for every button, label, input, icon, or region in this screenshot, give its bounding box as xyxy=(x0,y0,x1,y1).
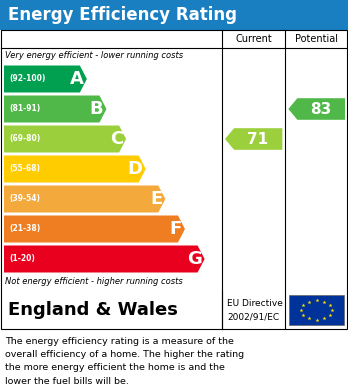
Text: 2002/91/EC: 2002/91/EC xyxy=(227,312,279,321)
Text: lower the fuel bills will be.: lower the fuel bills will be. xyxy=(5,377,129,386)
Text: (69-80): (69-80) xyxy=(9,135,40,143)
Text: (1-20): (1-20) xyxy=(9,255,35,264)
Polygon shape xyxy=(4,246,205,273)
Text: the more energy efficient the home is and the: the more energy efficient the home is an… xyxy=(5,364,225,373)
Text: England & Wales: England & Wales xyxy=(8,301,178,319)
Polygon shape xyxy=(4,66,87,93)
Bar xyxy=(0,0,348,30)
Text: Not energy efficient - higher running costs: Not energy efficient - higher running co… xyxy=(5,278,183,287)
Text: EU Directive: EU Directive xyxy=(227,299,283,308)
Text: B: B xyxy=(90,100,103,118)
Text: The energy efficiency rating is a measure of the: The energy efficiency rating is a measur… xyxy=(5,337,234,346)
Text: Energy Efficiency Rating: Energy Efficiency Rating xyxy=(8,6,237,24)
Text: (55-68): (55-68) xyxy=(9,165,40,174)
Polygon shape xyxy=(4,156,146,183)
Text: (92-100): (92-100) xyxy=(9,75,45,84)
Text: overall efficiency of a home. The higher the rating: overall efficiency of a home. The higher… xyxy=(5,350,244,359)
Text: F: F xyxy=(170,220,182,238)
Text: A: A xyxy=(70,70,84,88)
Text: Potential: Potential xyxy=(295,34,338,44)
Polygon shape xyxy=(4,95,106,122)
Bar xyxy=(1,291,347,329)
Text: Current: Current xyxy=(235,34,272,44)
Text: (81-91): (81-91) xyxy=(9,104,40,113)
Text: D: D xyxy=(128,160,143,178)
Text: Very energy efficient - lower running costs: Very energy efficient - lower running co… xyxy=(5,52,183,61)
Text: 71: 71 xyxy=(247,131,268,147)
Text: G: G xyxy=(187,250,201,268)
Text: C: C xyxy=(110,130,123,148)
Bar xyxy=(1,30,347,329)
Text: E: E xyxy=(150,190,162,208)
Text: 83: 83 xyxy=(310,102,331,117)
Polygon shape xyxy=(4,126,126,152)
Polygon shape xyxy=(4,185,165,212)
Text: (21-38): (21-38) xyxy=(9,224,40,233)
Polygon shape xyxy=(4,215,185,242)
Bar xyxy=(289,295,344,325)
Polygon shape xyxy=(225,128,282,150)
Polygon shape xyxy=(288,98,345,120)
Text: (39-54): (39-54) xyxy=(9,194,40,203)
